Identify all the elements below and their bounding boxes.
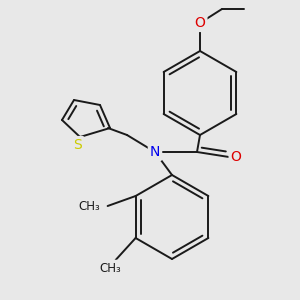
Text: CH₃: CH₃: [100, 262, 122, 275]
Text: S: S: [74, 138, 82, 152]
Text: CH₃: CH₃: [78, 200, 100, 212]
Text: O: O: [195, 16, 206, 30]
Text: O: O: [231, 150, 242, 164]
Text: N: N: [150, 145, 160, 159]
